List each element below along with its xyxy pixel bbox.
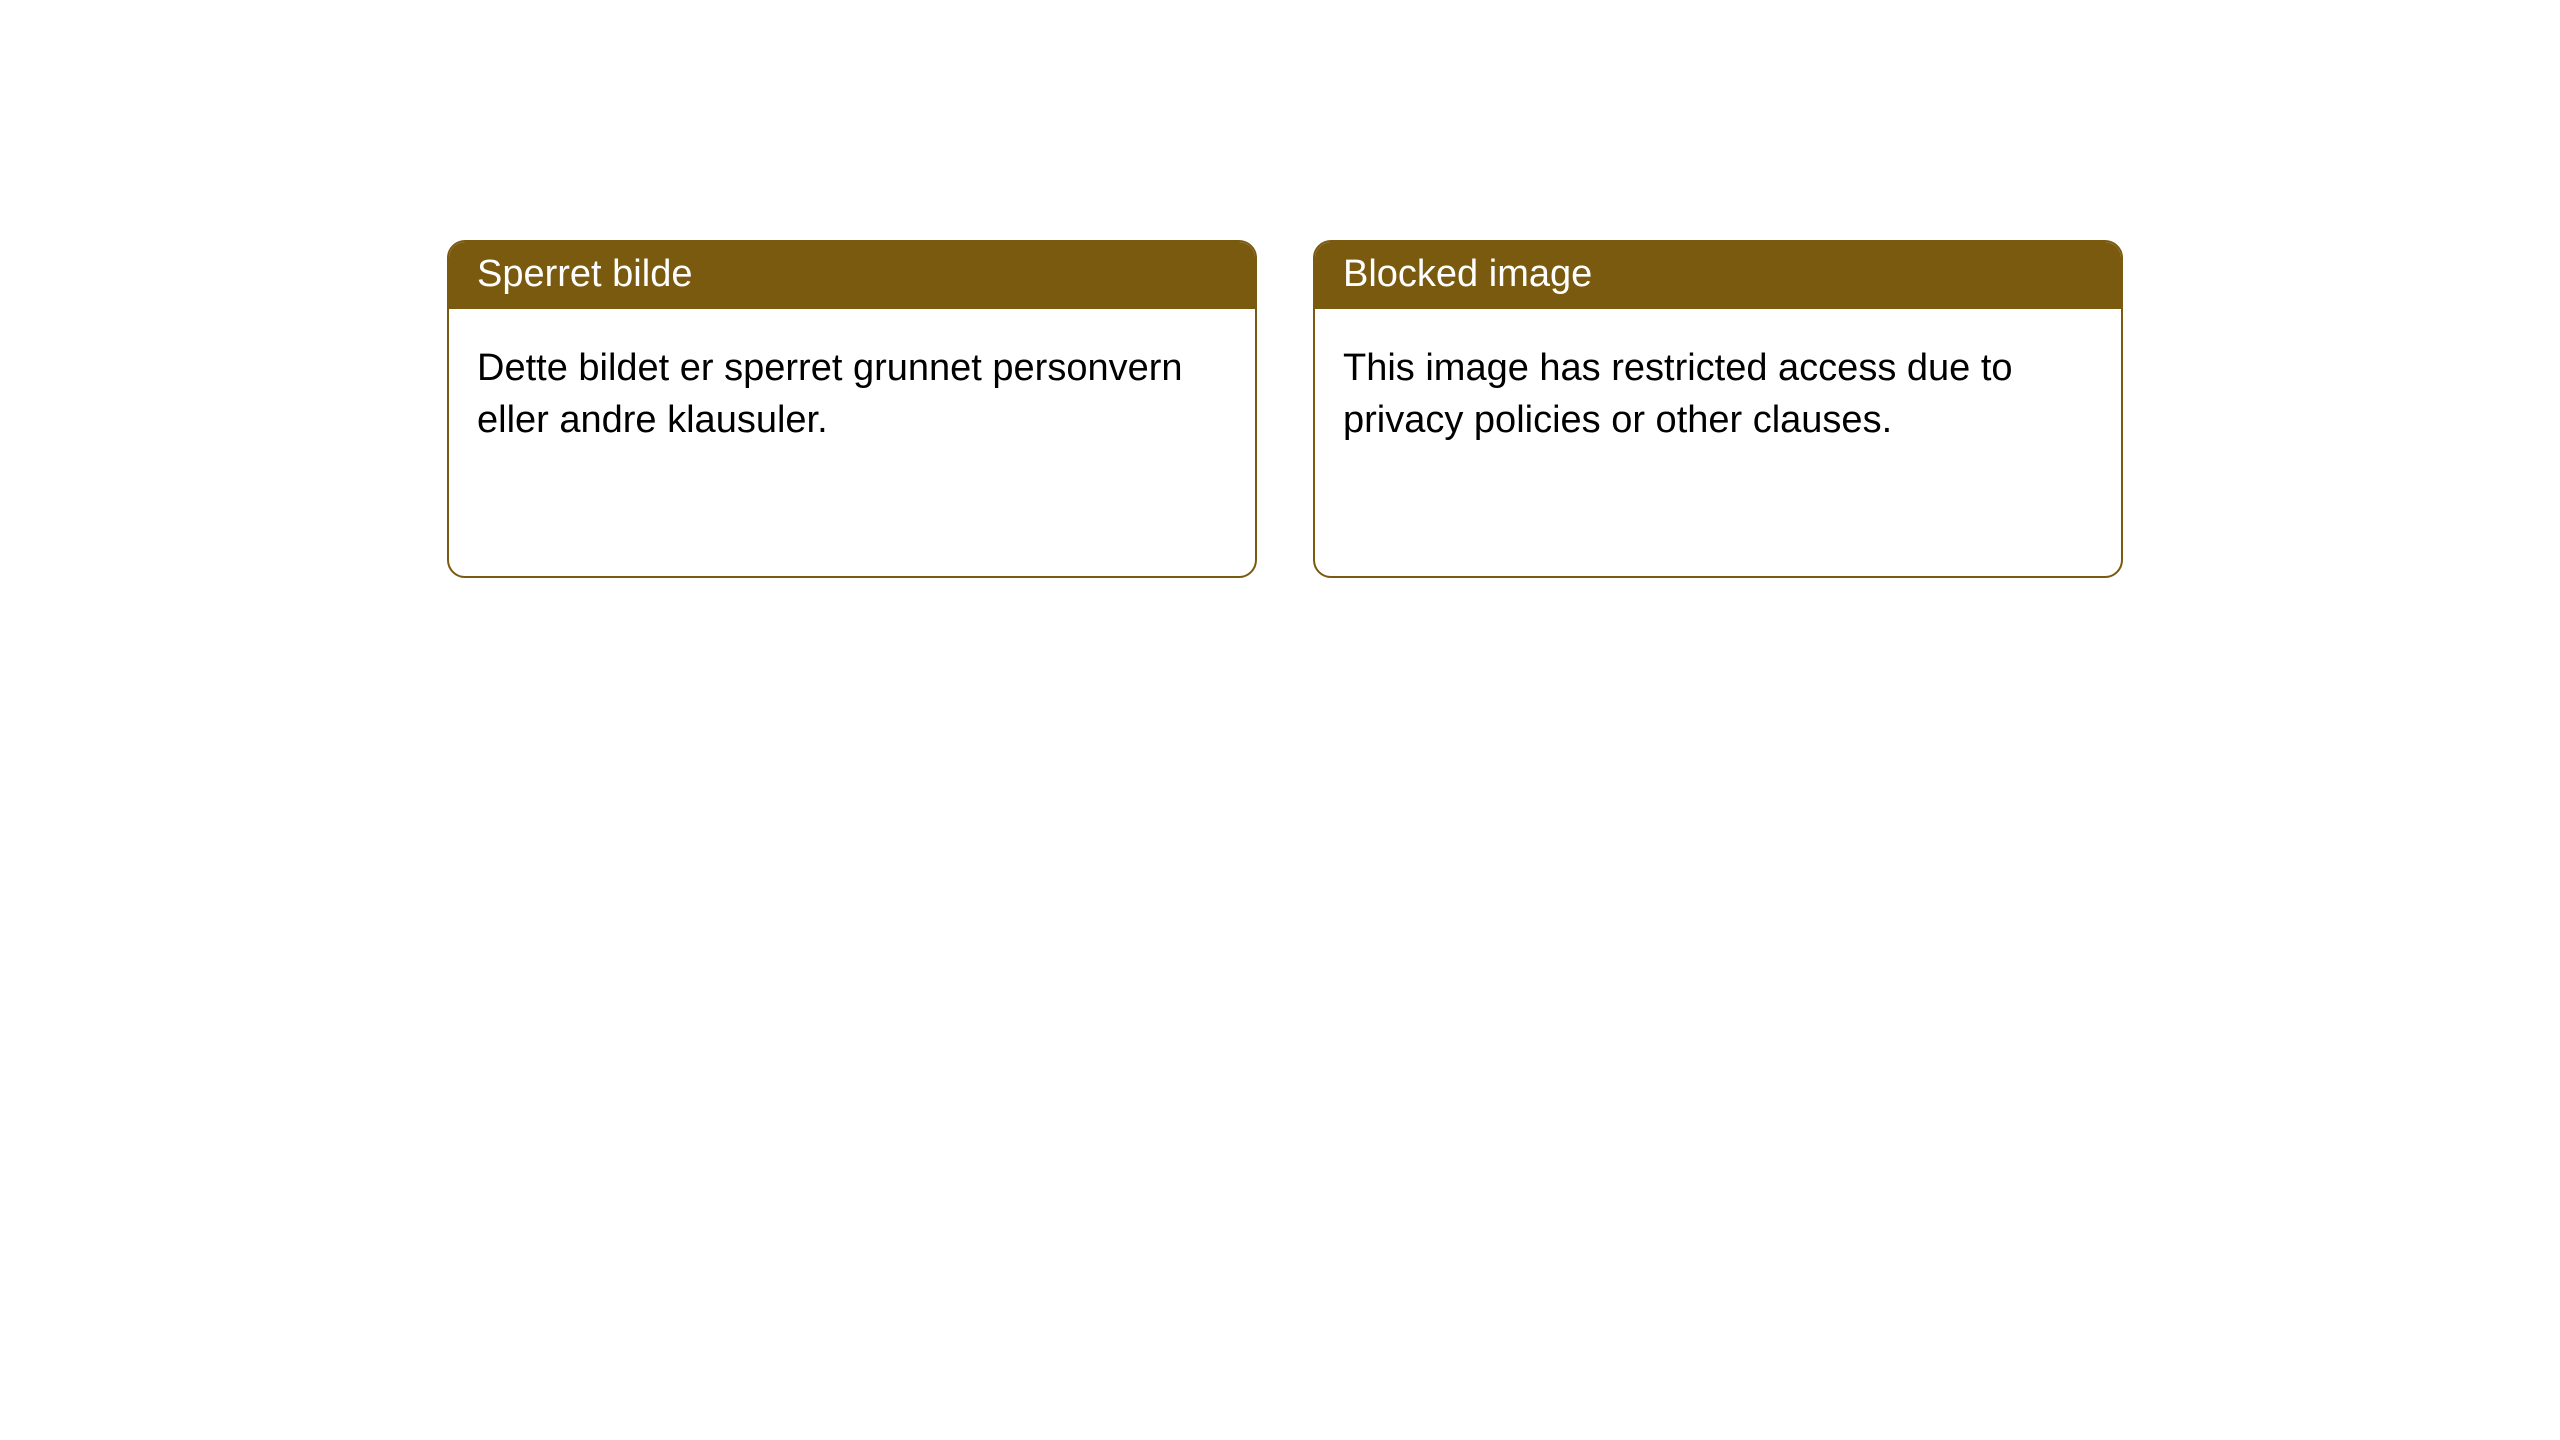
blocked-image-card-en: Blocked image This image has restricted … <box>1313 240 2123 578</box>
card-title: Sperret bilde <box>477 253 692 295</box>
card-body-text: This image has restricted access due to … <box>1343 347 2013 440</box>
card-header: Sperret bilde <box>449 242 1255 309</box>
blocked-image-card-no: Sperret bilde Dette bildet er sperret gr… <box>447 240 1257 578</box>
card-title: Blocked image <box>1343 253 1592 295</box>
card-header: Blocked image <box>1315 242 2121 309</box>
cards-container: Sperret bilde Dette bildet er sperret gr… <box>447 240 2123 578</box>
card-body: This image has restricted access due to … <box>1315 309 2121 474</box>
card-body-text: Dette bildet er sperret grunnet personve… <box>477 347 1183 440</box>
card-body: Dette bildet er sperret grunnet personve… <box>449 309 1255 474</box>
